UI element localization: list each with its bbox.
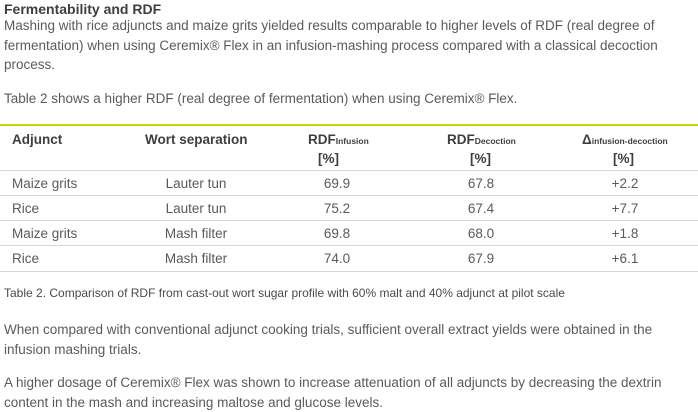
intro-paragraph: Mashing with rice adjuncts and maize gri… (4, 18, 658, 72)
table-top-rule (0, 124, 698, 126)
header-delta-main: Δ (582, 132, 592, 147)
table-cell-wort: Lauter tun (165, 201, 227, 216)
table-cell-rdf-infusion: 75.2 (323, 201, 351, 216)
header-rdf-infusion-main: RDF (308, 132, 336, 147)
table-cell-rdf-infusion: 69.9 (323, 176, 351, 191)
section-heading: Fermentability and RDF (4, 1, 162, 17)
table-cell-adjunct: Rice (12, 251, 40, 266)
table-cell-rdf-decoction: 67.4 (467, 201, 495, 216)
header-rdf-decoction-unit: [%] (470, 151, 491, 166)
dosage-paragraph: A higher dosage of Ceremix® Flex was sho… (4, 375, 662, 410)
header-separator (0, 170, 698, 171)
extract-yield-paragraph: When compared with conventional adjunct … (4, 322, 653, 357)
header-delta-sub: infusion-decoction (591, 136, 668, 146)
table-cell-wort: Mash filter (164, 226, 228, 241)
header-rdf-decoction: RDFDecoction (447, 132, 516, 147)
table-cell-wort: Lauter tun (165, 176, 227, 191)
row-separator (0, 245, 698, 246)
header-rdf-infusion-unit: [%] (318, 151, 339, 166)
table-cell-wort: Mash filter (164, 251, 228, 266)
table-cell-rdf-decoction: 67.8 (467, 176, 495, 191)
table-cell-adjunct: Maize grits (12, 176, 78, 191)
header-rdf-decoction-sub: Decoction (474, 136, 516, 146)
header-wort-separation: Wort separation (145, 132, 248, 147)
table-cell-rdf-decoction: 67.9 (467, 251, 495, 266)
table-cell-delta: +1.8 (611, 226, 639, 241)
table-caption: Table 2. Comparison of RDF from cast-out… (4, 286, 565, 300)
header-adjunct: Adjunct (12, 132, 63, 147)
header-rdf-infusion-sub: Infusion (335, 136, 369, 146)
table-reference-paragraph: Table 2 shows a higher RDF (real degree … (4, 91, 518, 106)
table-cell-delta: +7.7 (611, 201, 639, 216)
header-rdf-decoction-main: RDF (447, 132, 475, 147)
table-cell-rdf-decoction: 68.0 (467, 226, 495, 241)
row-separator (0, 195, 698, 196)
table-bottom-rule (0, 271, 698, 272)
table-cell-delta: +2.2 (611, 176, 639, 191)
header-delta: Δinfusion-decoction (582, 132, 668, 147)
table-cell-rdf-infusion: 74.0 (323, 251, 351, 266)
table-cell-adjunct: Maize grits (12, 226, 78, 241)
table-cell-rdf-infusion: 69.8 (323, 226, 351, 241)
table-cell-delta: +6.1 (611, 251, 639, 266)
header-delta-unit: [%] (613, 151, 634, 166)
header-rdf-infusion: RDFInfusion (308, 132, 369, 147)
table-cell-adjunct: Rice (12, 201, 40, 216)
row-separator (0, 220, 698, 221)
